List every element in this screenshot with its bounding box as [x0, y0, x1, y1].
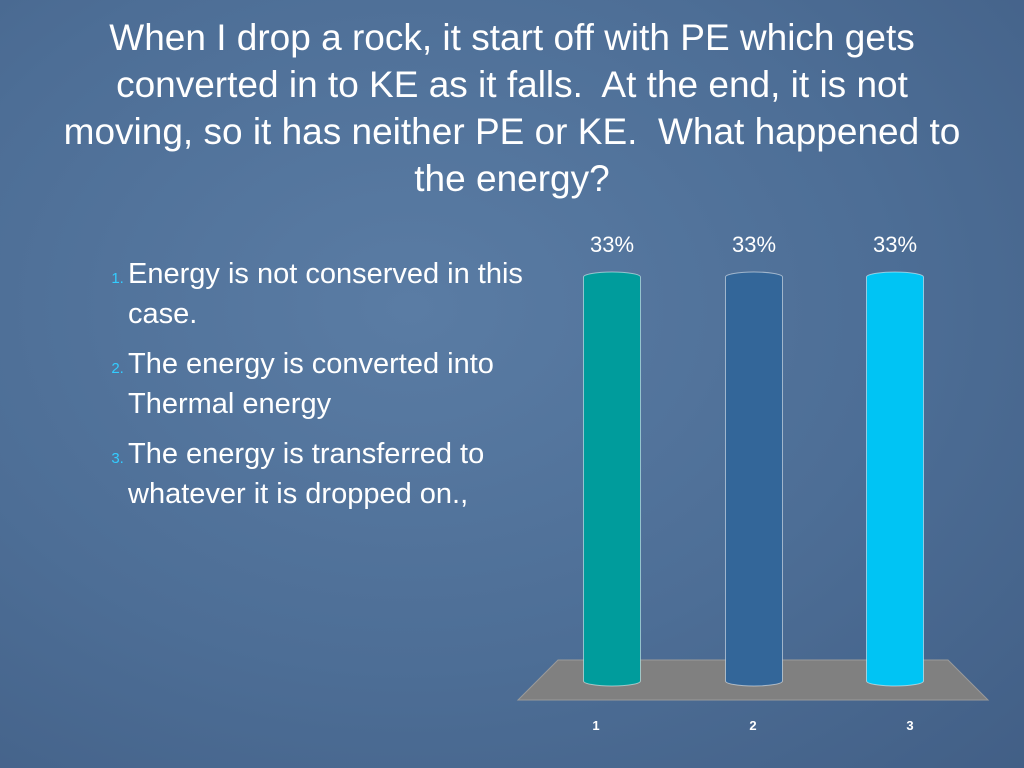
- bar: [725, 271, 783, 687]
- x-tick-label: 1: [592, 718, 599, 733]
- answer-list: Energy is not conserved in this case. Th…: [66, 254, 578, 524]
- answer: The energy is converted into Thermal ene…: [128, 344, 578, 424]
- slide-title: When I drop a rock, it start off with PE…: [63, 17, 971, 199]
- answer: Energy is not conserved in this case.: [128, 254, 578, 334]
- answer: The energy is transferred to whatever it…: [128, 434, 578, 514]
- bar: [583, 271, 641, 687]
- x-tick-label: 3: [906, 718, 913, 733]
- bar: [866, 271, 924, 687]
- value-label: 33%: [590, 232, 634, 257]
- value-label: 33%: [873, 232, 917, 257]
- x-tick-label: 2: [749, 718, 756, 733]
- value-label: 33%: [732, 232, 776, 257]
